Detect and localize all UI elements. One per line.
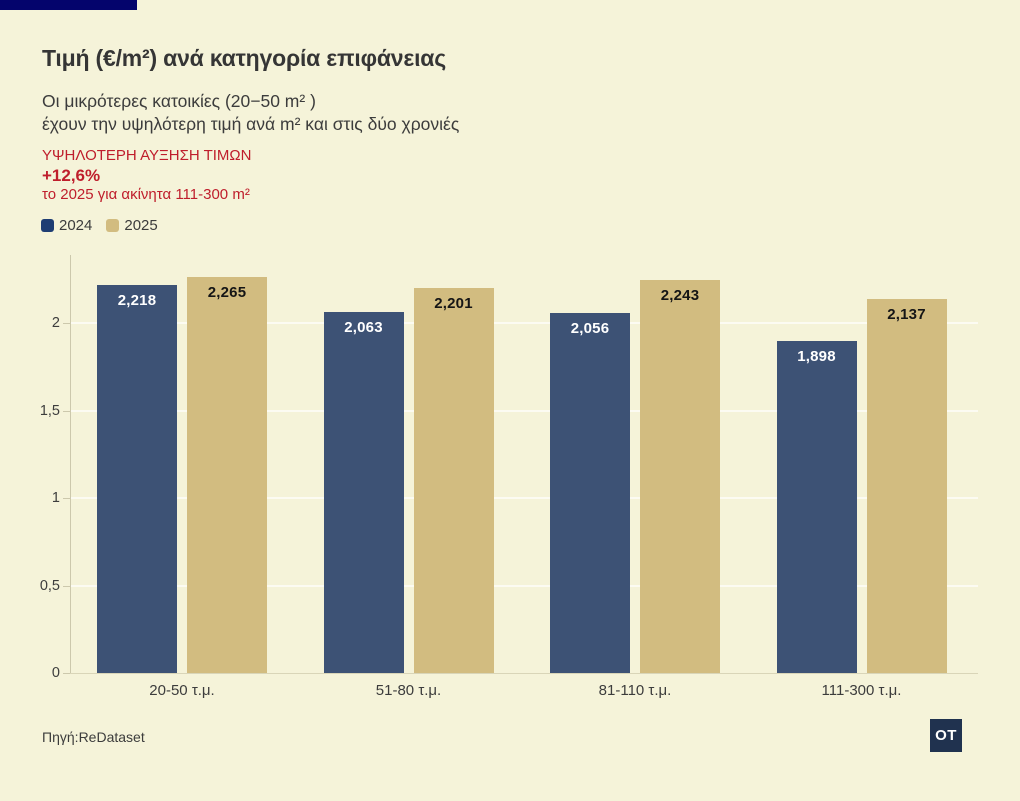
gridline [71,584,978,587]
gridline [71,322,978,324]
x-category-label: 81-110 τ.μ. [598,682,672,699]
y-axis-tick [63,585,70,587]
x-category-label: 111-300 τ.μ. [821,682,902,699]
subtitle-line-2: έχουν την υψηλότερη τιμή ανά m² και στις… [42,113,460,134]
legend-swatch-2024 [41,219,54,232]
bar-2025-20-50 τ.μ. [187,277,267,673]
chart-subtitle: Οι μικρότερες κατοικίες (20−50 m² ) έχου… [42,90,459,135]
gridline [71,497,978,499]
bar-value-label: 2,063 [344,319,383,336]
bar-2024-20-50 τ.μ. [97,285,177,673]
bar-2025-81-110 τ.μ. [640,280,720,673]
ot-logo: OT [930,719,962,752]
y-tick-label: 1 [51,490,60,506]
bar-2025-51-80 τ.μ. [413,288,494,673]
highlight-annotation: ΥΨΗΛΟΤΕΡΗ ΑΥΞΗΣΗ ΤΙΜΩΝ +12,6% το 2025 γι… [42,146,251,205]
y-tick-label: 0,5 [39,577,60,594]
bar-2024-81-110 τ.μ. [550,313,630,673]
x-axis-line [70,673,978,674]
y-tick-label: 1,5 [39,402,60,419]
x-category-label: 20-50 τ.μ. [149,682,215,699]
gridline [71,409,978,412]
y-tick-label: 2 [51,315,60,331]
bar-value-label: 2,201 [434,295,473,312]
ot-logo-text: OT [935,727,957,744]
legend-label-2024: 2024 [59,217,93,234]
subtitle-line-1: Οι μικρότερες κατοικίες (20−50 m² ) [42,91,316,111]
annotation-line-3: το 2025 για ακίνητα 111-300 m² [42,186,250,203]
y-axis-tick [63,673,70,674]
bar-2024-51-80 τ.μ. [323,312,404,673]
bar-value-label: 2,218 [117,292,157,309]
y-axis-tick [63,498,70,499]
y-tick-label: 0 [51,665,60,681]
y-axis-line [70,255,71,673]
bar-2025-111-300 τ.μ. [866,299,947,673]
chart-title: Τιμή (€/m²) ανά κατηγορία επιφάνειας [42,45,447,71]
bar-value-label: 2,056 [570,320,610,337]
x-category-label: 51-80 τ.μ. [375,682,442,699]
legend-swatch-2025 [106,219,120,232]
bar-2024-111-300 τ.μ. [776,341,857,673]
y-axis-tick [63,410,70,412]
bar-value-label: 1,898 [797,348,836,365]
brand-accent-bar [0,0,137,10]
source-credit: Πηγή:ReDataset [42,729,145,745]
bar-value-label: 2,265 [207,284,247,301]
annotation-percentage: +12,6% [42,165,101,185]
bar-value-label: 2,243 [660,287,700,304]
y-axis-tick [63,323,70,324]
annotation-line-1: ΥΨΗΛΟΤΕΡΗ ΑΥΞΗΣΗ ΤΙΜΩΝ [42,147,252,164]
legend-item-2024: 2024 [41,217,92,234]
chart-legend: 2024 2025 [41,217,158,234]
legend-item-2025: 2025 [106,217,158,234]
bar-value-label: 2,137 [887,306,926,323]
legend-label-2025: 2025 [124,217,158,234]
